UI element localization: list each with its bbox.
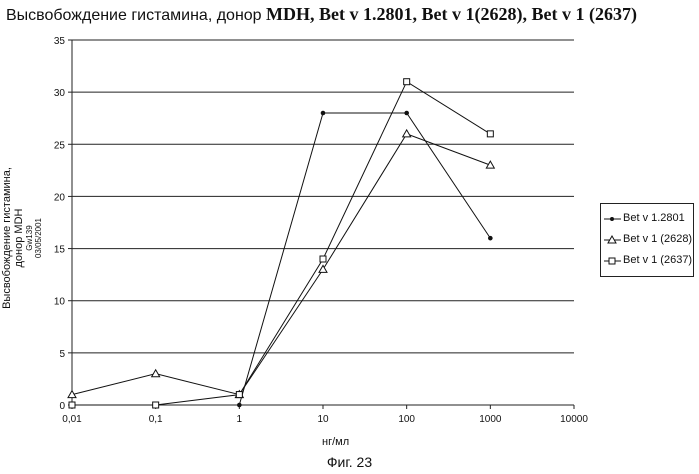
legend-marker-triangle (603, 233, 623, 247)
x-tick-label: 10000 (560, 414, 588, 425)
x-tick-label: 0,01 (62, 414, 82, 425)
data-point (321, 111, 326, 116)
data-point (320, 256, 326, 262)
data-point (236, 392, 242, 398)
y-tick-label: 25 (54, 140, 66, 151)
y-tick-label: 30 (54, 88, 66, 99)
data-point (404, 79, 410, 85)
x-tick-label: 0,1 (149, 414, 163, 425)
data-point (69, 402, 75, 408)
y-tick-label: 35 (54, 36, 66, 47)
data-point (153, 402, 159, 408)
series-line (72, 134, 490, 395)
y-axis-label: Высвобождение гистамина, донор MDH Gw139… (1, 167, 43, 309)
y-tick-label: 15 (54, 245, 66, 256)
series-line (72, 82, 490, 405)
data-point (404, 111, 409, 116)
x-axis-label: нг/мл (322, 436, 349, 448)
legend-label: Bet v 1 (2628) (623, 233, 692, 245)
y-axis-label-date: 03/05/2001 (34, 167, 43, 309)
legend-marker-square (603, 254, 623, 268)
x-tick-label: 100 (398, 414, 415, 425)
x-tick-label: 1 (237, 414, 243, 425)
data-point (403, 130, 411, 137)
y-axis-label-line1: Высвобождение гистамина, (1, 167, 13, 309)
x-tick-label: 1000 (479, 414, 502, 425)
data-point (488, 236, 493, 241)
figure-caption: Фиг. 23 (0, 454, 699, 470)
legend-label: Bet v 1.2801 (623, 212, 685, 224)
legend: Bet v 1.2801 Bet v 1 (2628) Bet v 1 (263… (600, 203, 694, 277)
y-axis-label-line2: донор MDH (13, 209, 25, 268)
y-tick-label: 5 (59, 349, 65, 360)
y-tick-label: 20 (54, 192, 66, 203)
y-tick-label: 10 (54, 297, 66, 308)
data-point (319, 265, 327, 272)
data-point (487, 131, 493, 137)
x-tick-label: 10 (317, 414, 329, 425)
data-point (237, 403, 242, 408)
legend-label: Bet v 1 (2637) (623, 254, 692, 266)
data-point (152, 370, 160, 377)
y-tick-label: 0 (59, 401, 65, 412)
y-axis-label-code: Gw139 (25, 167, 34, 309)
series-line (239, 113, 490, 405)
legend-marker-filled-circle (603, 212, 623, 226)
data-point (486, 161, 494, 168)
